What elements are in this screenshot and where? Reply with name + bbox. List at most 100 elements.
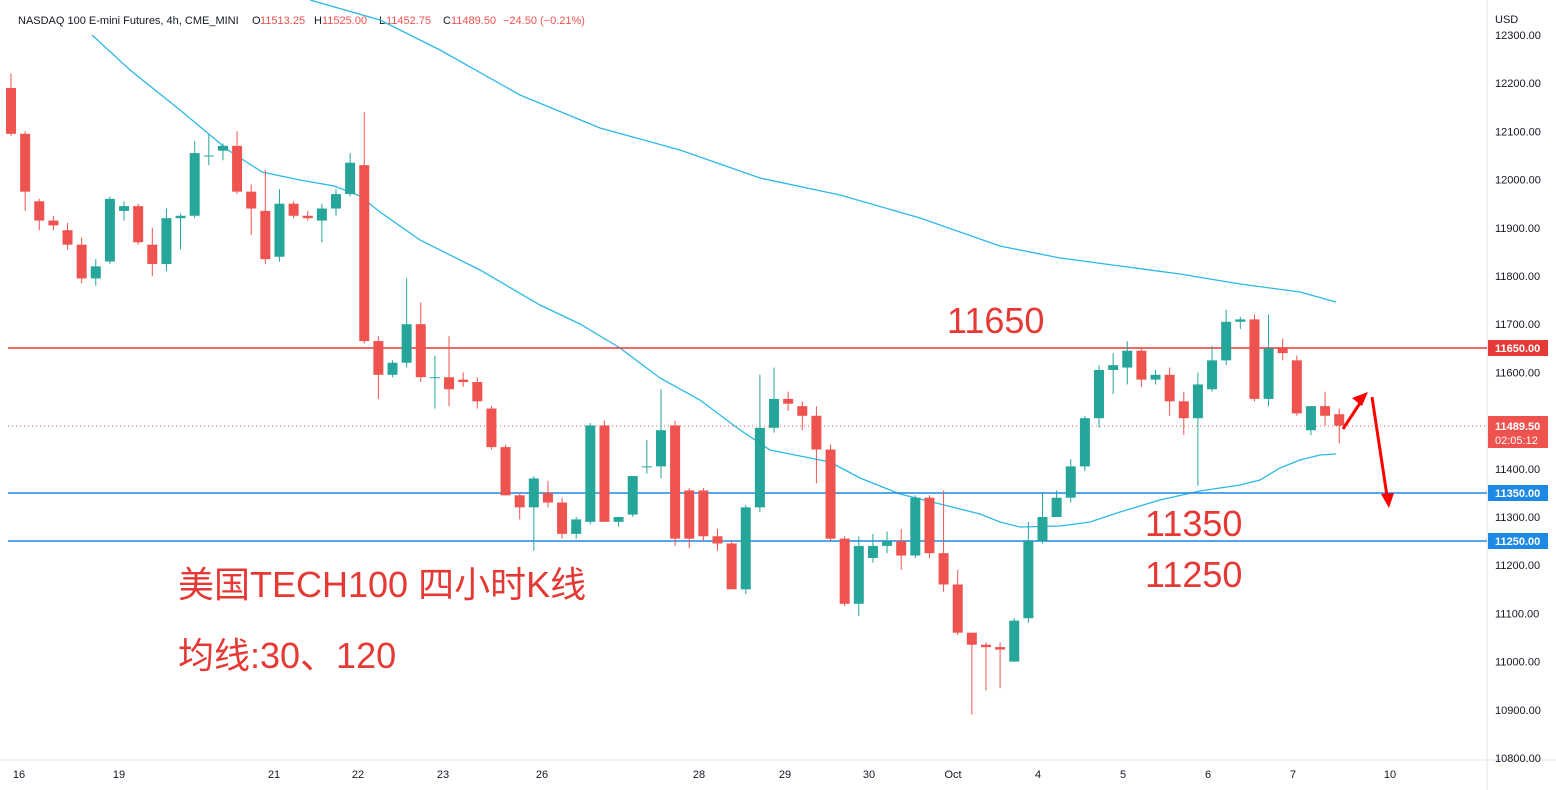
- candle: [189, 141, 200, 219]
- candle-body: [175, 215, 186, 219]
- price-tick-label: 12000.00: [1495, 175, 1541, 187]
- candle: [726, 541, 737, 590]
- candle: [613, 517, 624, 527]
- candle: [486, 406, 497, 450]
- candle-body: [415, 324, 426, 378]
- candle: [684, 488, 695, 549]
- high-label: H: [314, 15, 322, 27]
- candle: [1305, 406, 1316, 436]
- forecast-down-arrow: [1370, 396, 1394, 508]
- candle: [797, 401, 808, 431]
- candle-body: [90, 266, 101, 279]
- candle-body: [401, 324, 412, 363]
- close-value: 11489.50: [451, 15, 496, 27]
- candle: [1037, 492, 1048, 544]
- candle-body: [104, 198, 115, 262]
- candle: [260, 169, 271, 264]
- candle-body: [472, 382, 483, 402]
- price-tag-countdown: 02:05:12: [1495, 435, 1538, 447]
- candle-body: [1094, 369, 1105, 419]
- candle-body: [147, 244, 158, 264]
- candle: [1291, 355, 1302, 416]
- candle-body: [1207, 360, 1218, 390]
- candle: [528, 476, 539, 551]
- close-label: C: [443, 15, 451, 27]
- candle-body: [670, 425, 681, 539]
- candle: [119, 201, 130, 221]
- chart-title-annotation: 美国TECH100 四小时K线: [178, 564, 586, 605]
- candle: [811, 406, 822, 484]
- candle: [1122, 341, 1133, 385]
- candle-body: [1136, 350, 1147, 380]
- high-value: 11525.00: [322, 15, 367, 27]
- price-tick-label: 10900.00: [1495, 705, 1541, 717]
- candle-body: [316, 208, 327, 221]
- candle: [585, 423, 596, 525]
- candle: [20, 131, 31, 211]
- legend-header: NASDAQ 100 E-mini Futures, 4h, CME_MINI …: [18, 15, 585, 27]
- candle: [1178, 391, 1189, 436]
- candle: [1221, 309, 1232, 366]
- candle-body: [1192, 384, 1203, 419]
- moving-average-note: 均线:30、120: [178, 635, 396, 676]
- candle-body: [429, 377, 440, 379]
- time-tick-label: 22: [352, 769, 364, 781]
- candle-body: [20, 133, 31, 192]
- candle-body: [726, 543, 737, 590]
- support-annotation-11350: 11350: [1145, 503, 1242, 544]
- candle: [1249, 314, 1260, 402]
- candle-body: [740, 507, 751, 590]
- candle: [444, 336, 455, 407]
- candle: [1320, 391, 1331, 426]
- candle-body: [458, 379, 469, 383]
- candle: [232, 131, 243, 195]
- time-tick-label: 26: [536, 769, 548, 781]
- candle-body: [359, 165, 370, 342]
- candle: [514, 492, 525, 520]
- candle: [1023, 521, 1034, 624]
- candle-body: [330, 194, 341, 209]
- price-tick-label: 12100.00: [1495, 126, 1541, 138]
- candle-body: [528, 478, 539, 508]
- candle: [571, 517, 582, 539]
- candle: [910, 495, 921, 558]
- currency-label: USD: [1495, 14, 1518, 26]
- candle: [769, 367, 780, 433]
- candle-body: [684, 490, 695, 539]
- price-tick-label: 12200.00: [1495, 78, 1541, 90]
- candle-body: [571, 519, 582, 534]
- candle: [429, 355, 440, 409]
- candle: [783, 391, 794, 411]
- candle-body: [783, 398, 794, 404]
- candle-body: [938, 553, 949, 585]
- candle: [938, 490, 949, 592]
- candle: [882, 531, 893, 554]
- candle-body: [1305, 406, 1316, 431]
- candle-body: [613, 517, 624, 522]
- candle: [1094, 365, 1105, 428]
- candle-body: [133, 206, 144, 243]
- candle: [627, 476, 638, 517]
- price-tag-support-11350-text: 11350.00: [1495, 488, 1540, 500]
- candle: [1164, 367, 1175, 416]
- candle: [472, 377, 483, 409]
- candle: [302, 210, 313, 221]
- moving-average-lines: [91, 0, 1337, 528]
- candle-body: [797, 406, 808, 416]
- time-axis[interactable]: 16 19 21 22 23 26 28 29 30 Oct 4 5 6 7 10: [13, 769, 1396, 781]
- price-tag-resistance-text: 11650.00: [1495, 343, 1540, 355]
- price-axis[interactable]: 12300.00 12200.00 12100.00 12000.00 11900.00…: [1495, 30, 1541, 765]
- candle-body: [980, 644, 991, 648]
- time-tick-label: 16: [13, 769, 25, 781]
- candle-body: [924, 497, 935, 554]
- candle: [246, 184, 257, 236]
- time-tick-label: 23: [437, 769, 449, 781]
- candle-body: [373, 341, 384, 375]
- candle-body: [754, 427, 765, 508]
- candle-body: [1079, 418, 1090, 467]
- candle: [1263, 314, 1274, 407]
- open-label: O: [252, 15, 261, 27]
- candle: [288, 201, 299, 219]
